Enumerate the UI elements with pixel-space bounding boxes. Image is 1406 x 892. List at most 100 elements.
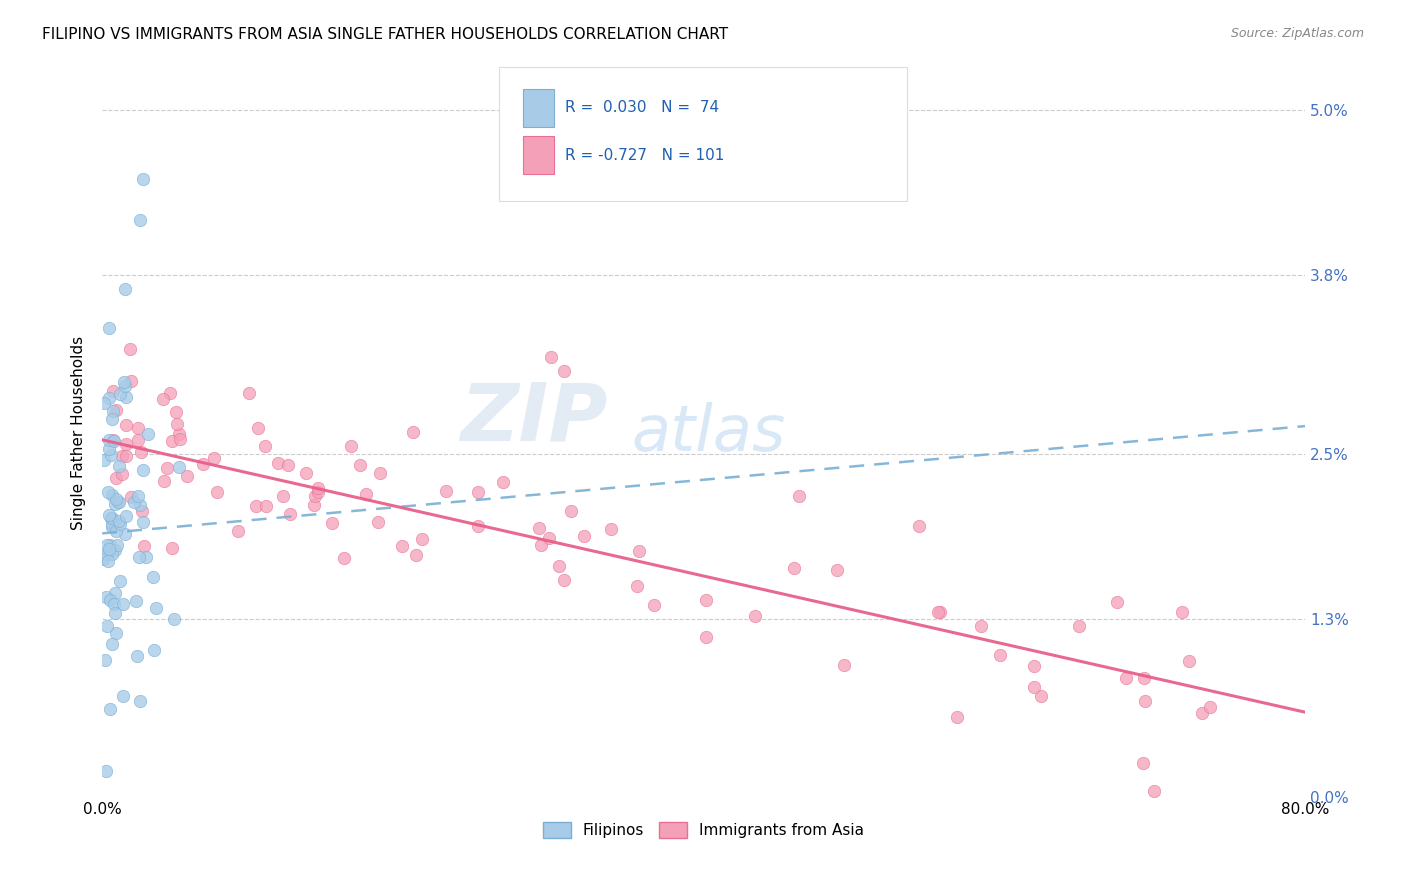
Point [169, 432, 191, 446]
Point [434, 484, 457, 499]
Point [367, 515, 389, 529]
Point [122, 495, 145, 509]
Point [101, 412, 124, 426]
Point [104, 626, 127, 640]
Point [111, 467, 134, 481]
Point [280, 507, 302, 521]
Point [160, 434, 183, 449]
Point [129, 694, 152, 708]
Point [929, 605, 952, 619]
Text: Source: ZipAtlas.com: Source: ZipAtlas.com [1230, 27, 1364, 40]
Point [101, 404, 124, 418]
Point [405, 548, 427, 562]
Text: R =  0.030   N =  74: R = 0.030 N = 74 [565, 100, 720, 114]
Point [97, 391, 120, 405]
Point [105, 538, 128, 552]
Point [246, 420, 269, 434]
Point [96, 538, 118, 552]
Point [127, 489, 149, 503]
Point [1143, 783, 1166, 797]
Point [970, 619, 993, 633]
Point [560, 504, 582, 518]
Point [104, 497, 127, 511]
Point [120, 374, 142, 388]
Point [108, 494, 131, 508]
Point [643, 598, 665, 612]
Point [114, 417, 136, 432]
Point [103, 434, 125, 448]
Point [98, 542, 121, 557]
Point [98, 508, 121, 523]
Point [162, 612, 184, 626]
Point [946, 709, 969, 723]
Point [245, 499, 267, 513]
Point [169, 426, 191, 441]
Point [191, 457, 214, 471]
Point [166, 417, 188, 431]
Point [115, 450, 138, 464]
Point [127, 421, 149, 435]
Point [176, 469, 198, 483]
Point [1105, 595, 1128, 609]
Point [1199, 699, 1222, 714]
Legend: Filipinos, Immigrants from Asia: Filipinos, Immigrants from Asia [537, 815, 870, 845]
Point [695, 593, 717, 607]
Point [128, 550, 150, 565]
Text: ZIP: ZIP [460, 379, 607, 458]
Point [114, 379, 136, 393]
Point [1115, 671, 1137, 685]
Point [295, 466, 318, 480]
Point [132, 171, 155, 186]
Point [1135, 694, 1157, 708]
Point [467, 485, 489, 500]
Point [1133, 671, 1156, 685]
Point [540, 351, 562, 365]
Point [112, 375, 135, 389]
Point [111, 449, 134, 463]
Point [574, 529, 596, 543]
Point [101, 516, 124, 531]
Point [159, 385, 181, 400]
Point [91, 552, 114, 566]
Point [96, 618, 118, 632]
Point [98, 433, 121, 447]
Point [129, 445, 152, 459]
Point [121, 490, 143, 504]
Text: FILIPINO VS IMMIGRANTS FROM ASIA SINGLE FATHER HOUSEHOLDS CORRELATION CHART: FILIPINO VS IMMIGRANTS FROM ASIA SINGLE … [42, 27, 728, 42]
Point [105, 403, 128, 417]
Point [354, 486, 377, 500]
Point [93, 653, 115, 667]
Point [114, 282, 136, 296]
Point [553, 364, 575, 378]
Point [321, 516, 343, 531]
Point [492, 475, 515, 490]
Point [787, 489, 810, 503]
Point [129, 498, 152, 512]
Point [205, 484, 228, 499]
Point [202, 450, 225, 465]
Point [103, 516, 125, 530]
Point [94, 590, 117, 604]
Point [93, 452, 115, 467]
Point [131, 463, 153, 477]
Point [94, 764, 117, 778]
Point [104, 607, 127, 621]
Point [271, 489, 294, 503]
Point [927, 605, 949, 619]
Point [135, 550, 157, 565]
Point [907, 519, 929, 533]
Point [101, 637, 124, 651]
Point [108, 574, 131, 588]
Point [529, 521, 551, 535]
Point [1171, 605, 1194, 619]
Point [156, 460, 179, 475]
Point [695, 630, 717, 644]
Point [110, 387, 132, 401]
Point [101, 384, 124, 398]
Point [105, 491, 128, 506]
Point [131, 504, 153, 518]
Point [832, 657, 855, 672]
Point [267, 456, 290, 470]
Point [628, 543, 651, 558]
Point [143, 642, 166, 657]
